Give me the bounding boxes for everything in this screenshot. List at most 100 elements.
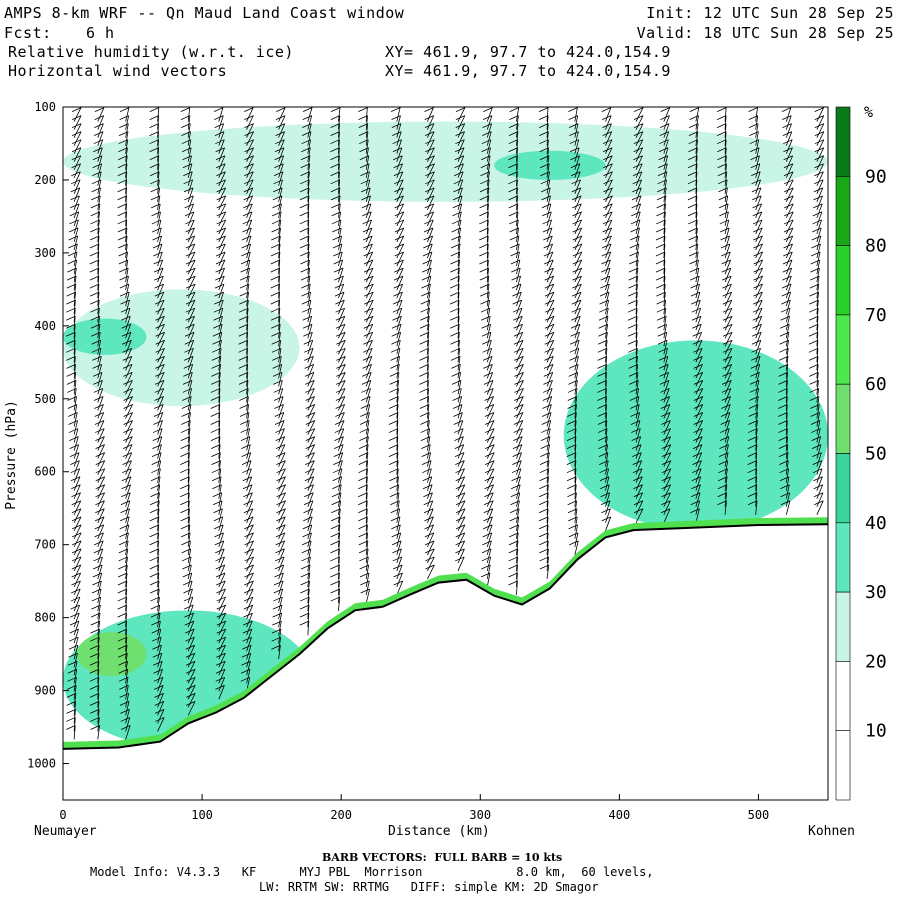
barb-shaft: [785, 147, 793, 162]
field-label-rh: Relative humidity (w.r.t. ice): [8, 43, 294, 61]
barb-shaft: [396, 267, 404, 283]
barb-shaft: [546, 316, 555, 331]
barb-shaft: [307, 597, 310, 612]
barb-flag: [453, 420, 463, 425]
barb-flag: [655, 251, 666, 257]
barb-flag: [539, 564, 549, 570]
barb-flag: [629, 388, 639, 393]
barb-shaft: [516, 444, 523, 459]
field-label-wind: Horizontal wind vectors: [8, 62, 228, 80]
barb-flag: [184, 347, 194, 353]
barb-flag: [184, 203, 194, 209]
barb-shaft: [755, 243, 763, 259]
barb-flag: [603, 187, 613, 193]
barb-shaft: [218, 653, 226, 668]
barb-shaft: [396, 404, 399, 419]
barb-flag: [423, 227, 434, 233]
barb-flag: [271, 339, 281, 345]
barb-flag: [242, 468, 252, 474]
barb-flag: [212, 492, 222, 498]
barb-shaft: [187, 532, 191, 547]
barb-flag: [661, 468, 672, 474]
barb-shaft: [486, 508, 494, 523]
barb-flag: [566, 444, 577, 449]
barb-flag: [721, 259, 731, 265]
barb-flag: [690, 275, 700, 281]
barb-shaft: [187, 436, 191, 451]
barb-shaft: [125, 259, 129, 275]
barb-flag: [333, 452, 343, 457]
barb-shaft: [396, 476, 399, 491]
barb-shaft: [187, 524, 191, 539]
barb-shaft: [187, 484, 190, 499]
barb-flag: [539, 484, 549, 490]
barb-shaft: [396, 179, 404, 194]
barb-shaft: [816, 332, 819, 347]
barb-flag: [512, 452, 522, 457]
barb-flag: [782, 115, 792, 120]
barb-shaft: [278, 203, 282, 218]
barb-shaft: [574, 187, 582, 202]
barb-flag: [215, 147, 225, 153]
barb-shaft: [457, 460, 465, 475]
barb-shaft: [486, 155, 491, 170]
barb-flag: [480, 572, 491, 578]
barb-shaft: [157, 412, 164, 427]
barb-shaft: [73, 532, 82, 548]
barb-flag: [71, 171, 81, 177]
barb-shaft: [724, 308, 733, 323]
barb-flag: [566, 436, 577, 441]
barb-flag: [454, 163, 464, 169]
barb-shaft: [73, 717, 76, 732]
barb-shaft: [427, 332, 430, 347]
barb-shaft: [307, 292, 311, 307]
barb-flag: [753, 259, 763, 265]
barb-flag: [154, 692, 164, 698]
barb-shaft: [218, 556, 225, 572]
barb-shaft: [338, 492, 342, 507]
barb-flag: [717, 163, 727, 169]
barb-flag: [479, 275, 489, 281]
barb-flag: [597, 380, 607, 385]
barb-flag: [94, 404, 104, 409]
barb-flag: [657, 339, 668, 345]
barb-shaft: [663, 476, 672, 491]
barb-shaft: [516, 227, 519, 243]
barb-shaft: [486, 243, 489, 259]
barb-shaft: [246, 292, 250, 307]
barb-flag: [185, 644, 195, 650]
barb-shaft: [724, 468, 728, 483]
barb-shaft: [546, 356, 554, 371]
barb-shaft: [97, 420, 105, 435]
barb-shaft: [635, 460, 643, 475]
barb-flag: [119, 275, 129, 281]
barb-flag: [335, 299, 345, 305]
wind-barbs: [65, 107, 825, 740]
barb-flag: [336, 380, 346, 385]
barb-flag: [513, 339, 524, 345]
barb-shaft: [187, 348, 194, 363]
barb-shaft: [635, 292, 638, 307]
barb-flag: [602, 227, 612, 233]
barb-flag: [364, 291, 374, 297]
barb-shaft: [125, 637, 128, 652]
barb-flag: [180, 508, 190, 514]
barb-shaft: [486, 380, 494, 395]
barb-flag: [243, 203, 253, 209]
barb-shaft: [785, 131, 793, 146]
barb-shaft: [338, 572, 340, 588]
barb-shaft: [187, 564, 192, 580]
barb-shaft: [365, 516, 368, 531]
barb-flag: [332, 227, 342, 233]
barb-flag: [484, 460, 495, 466]
barb-shaft: [246, 251, 251, 267]
barb-shaft: [338, 396, 346, 411]
barb-shaft: [73, 596, 81, 612]
barb-shaft: [365, 468, 368, 483]
barb-flag: [538, 107, 549, 112]
barb-flag: [150, 596, 160, 602]
barb-shaft: [365, 436, 369, 451]
barb-shaft: [724, 316, 733, 331]
barb-flag: [240, 676, 250, 682]
barb-flag: [512, 291, 522, 297]
